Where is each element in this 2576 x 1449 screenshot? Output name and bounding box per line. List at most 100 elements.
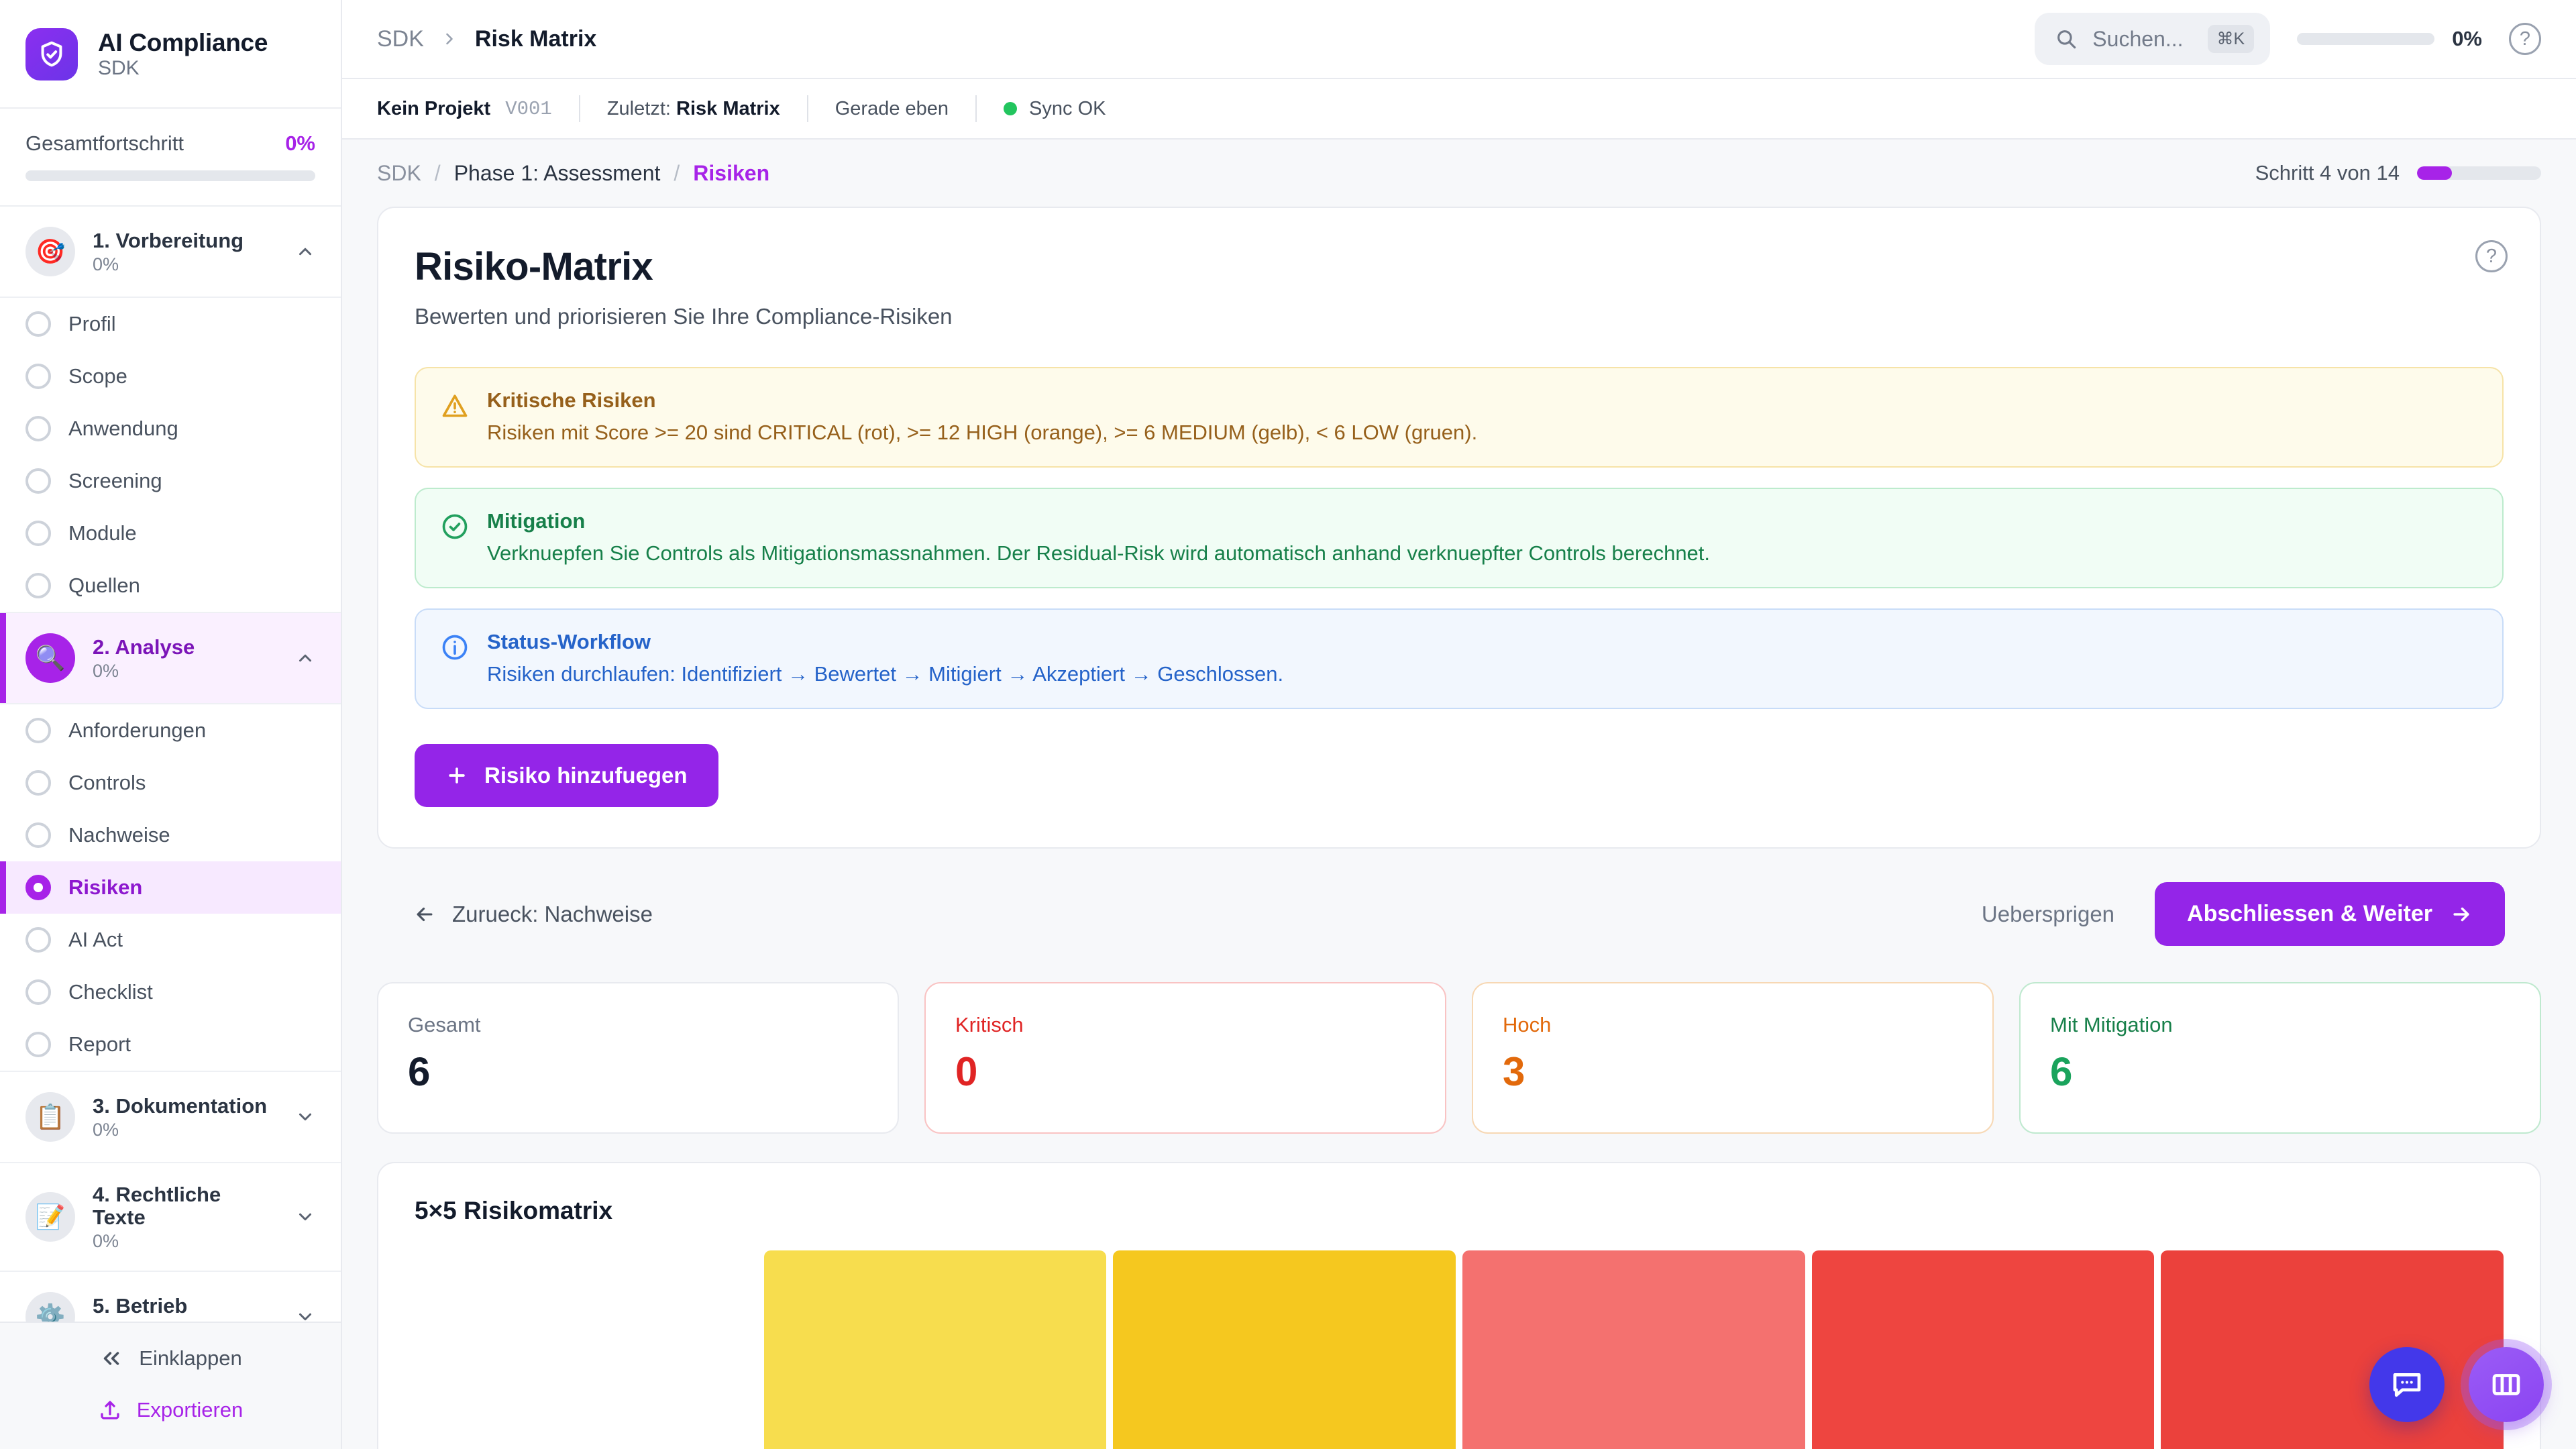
gear-icon: ⚙️ [25,1292,75,1322]
matrix-cell[interactable] [1462,1250,1805,1449]
project-name: Kein Projekt [377,97,491,119]
overall-progress-track [25,170,315,181]
sidebar-item-report[interactable]: Report [0,1018,341,1072]
section-title: 5. Betrieb [93,1294,188,1318]
sidebar-item-module[interactable]: Module [0,507,341,559]
banner-title: Kritische Risiken [487,388,656,412]
radio-icon [25,416,51,441]
banner-mitigation: Mitigation Verknuepfen Sie Controls als … [415,488,2504,588]
stat-card-kritisch: Kritisch 0 [924,982,1446,1134]
skip-button[interactable]: Uebersprigen [1981,901,2115,926]
sidebar-item-risiken[interactable]: Risiken [0,861,341,914]
header-progress: 0% [2297,27,2482,51]
add-risk-label: Risiko hinzufuegen [484,763,688,788]
chevron-right-icon [446,33,453,45]
section-title: 1. Vorbereitung [93,228,244,252]
step-indicator: Schritt 4 von 14 [2255,161,2541,185]
risk-stats-row: Gesamt 6 Kritisch 0 Hoch 3 Mit Mitigatio… [377,982,2541,1134]
plus-icon [449,767,465,784]
last-label: Zuletzt: [606,97,676,119]
project-meta-bar: Kein Projekt V001 Zuletzt: Risk Matrix G… [342,79,2576,140]
sidebar-item-anwendung[interactable]: Anwendung [0,402,341,455]
header-progress-value: 0% [2452,27,2482,50]
sidebar-section-vorbereitung[interactable]: 🎯 1. Vorbereitung 0% [0,207,341,298]
wizard-nav-row: Zurueck: Nachweise Uebersprigen Abschlie… [377,849,2541,979]
section-title: 2. Analyse [93,635,195,659]
arrow-right-icon [2453,907,2469,921]
panel-fab[interactable] [2469,1347,2544,1422]
matrix-cell[interactable] [763,1250,1107,1449]
brand-header[interactable]: AI Compliance SDK [0,0,341,109]
step-label: Schritt 4 von 14 [2255,161,2400,184]
banner-status-workflow: Status-Workflow Risiken durchlaufen: Ide… [415,608,2504,709]
sidebar: AI Compliance SDK Gesamtfortschritt 0% 🎯… [0,0,342,1449]
matrix-cell[interactable] [1811,1250,2155,1449]
clipboard-icon: 📋 [25,1092,75,1142]
main-area: SDK Risk Matrix Suchen... ⌘K 0% ? [342,0,2576,1449]
back-button[interactable]: Zurueck: Nachweise [413,902,653,927]
export-button[interactable]: Exportieren [25,1398,315,1422]
chevron-down-icon[interactable] [295,1207,315,1227]
chevron-down-icon[interactable] [295,1107,315,1127]
top-breadcrumb-root[interactable]: SDK [377,25,424,52]
sidebar-item-nachweise[interactable]: Nachweise [0,809,341,861]
breadcrumb-phase[interactable]: Phase 1: Assessment [453,160,661,185]
sidebar-section-betrieb[interactable]: ⚙️ 5. Betrieb 0% [0,1272,341,1322]
sidebar-item-profil[interactable]: Profil [0,298,341,350]
banner-title: Mitigation [487,509,586,533]
card-help-icon[interactable]: ? [2475,240,2508,272]
add-risk-button[interactable]: Risiko hinzufuegen [415,744,718,807]
brand-title: AI Compliance [98,28,268,56]
magnifier-icon: 🔍 [25,633,75,683]
radio-icon [25,770,51,796]
sidebar-item-label: Screening [68,469,162,492]
last-target: Risk Matrix [676,97,780,119]
sidebar-item-anforderungen[interactable]: Anforderungen [0,704,341,757]
overall-progress-label: Gesamtfortschritt [25,131,184,155]
sidebar-item-quellen[interactable]: Quellen [0,559,341,613]
sidebar-item-controls[interactable]: Controls [0,757,341,809]
sidebar-item-label: Profil [68,312,116,335]
sync-status-badge: Sync OK [1004,98,1106,120]
sidebar-item-label: Scope [68,364,127,388]
sidebar-item-scope[interactable]: Scope [0,350,341,402]
breadcrumb-root[interactable]: SDK [377,160,421,185]
matrix-cell[interactable] [2161,1250,2504,1449]
chevron-down-icon[interactable] [295,1307,315,1322]
help-icon[interactable]: ? [2509,23,2541,55]
shield-check-icon [25,28,78,80]
radio-icon [25,311,51,337]
divider [578,95,580,122]
sidebar-item-label: Anforderungen [68,718,207,742]
sidebar-item-checklist[interactable]: Checklist [0,966,341,1018]
divider [975,95,977,122]
content-scroll-area[interactable]: ? Risiko-Matrix Bewerten und priorisiere… [342,207,2576,1449]
breadcrumb-bar: SDK / Phase 1: Assessment / Risiken Schr… [342,140,2576,207]
section-percent: 0% [93,254,119,275]
sidebar-section-dokumentation[interactable]: 📋 3. Dokumentation 0% [0,1072,341,1163]
stat-value: 6 [408,1049,431,1094]
search-icon [2057,30,2076,49]
complete-and-next-button[interactable]: Abschliessen & Weiter [2155,882,2505,946]
complete-and-next-label: Abschliessen & Weiter [2187,901,2432,926]
banner-kritische-risiken: Kritische Risiken Risiken mit Score >= 2… [415,367,2504,468]
chat-fab[interactable] [2369,1347,2445,1422]
chevron-up-icon[interactable] [295,241,315,262]
section-title: 3. Dokumentation [93,1093,268,1118]
last-page-info: Zuletzt: Risk Matrix [607,98,780,120]
search-input[interactable]: Suchen... ⌘K [2035,13,2271,65]
banner-text: Verknuepfen Sie Controls als Mitigations… [487,541,1711,565]
sidebar-item-screening[interactable]: Screening [0,455,341,507]
collapse-sidebar-button[interactable]: Einklappen [25,1346,315,1371]
sidebar-section-rechtliche-texte[interactable]: 📝 4. Rechtliche Texte 0% [0,1163,341,1273]
floating-action-buttons [2369,1347,2544,1422]
sidebar-section-analyse[interactable]: 🔍 2. Analyse 0% [0,613,341,704]
arrow-left-icon [417,907,433,921]
matrix-cell[interactable] [1113,1250,1456,1449]
chevron-up-icon[interactable] [295,648,315,668]
top-breadcrumb: SDK Risk Matrix [377,26,596,52]
matrix-cell[interactable] [415,1250,757,1449]
stat-card-gesamt: Gesamt 6 [377,982,899,1134]
matrix-grid [415,1250,2504,1449]
sidebar-item-ai-act[interactable]: AI Act [0,914,341,966]
